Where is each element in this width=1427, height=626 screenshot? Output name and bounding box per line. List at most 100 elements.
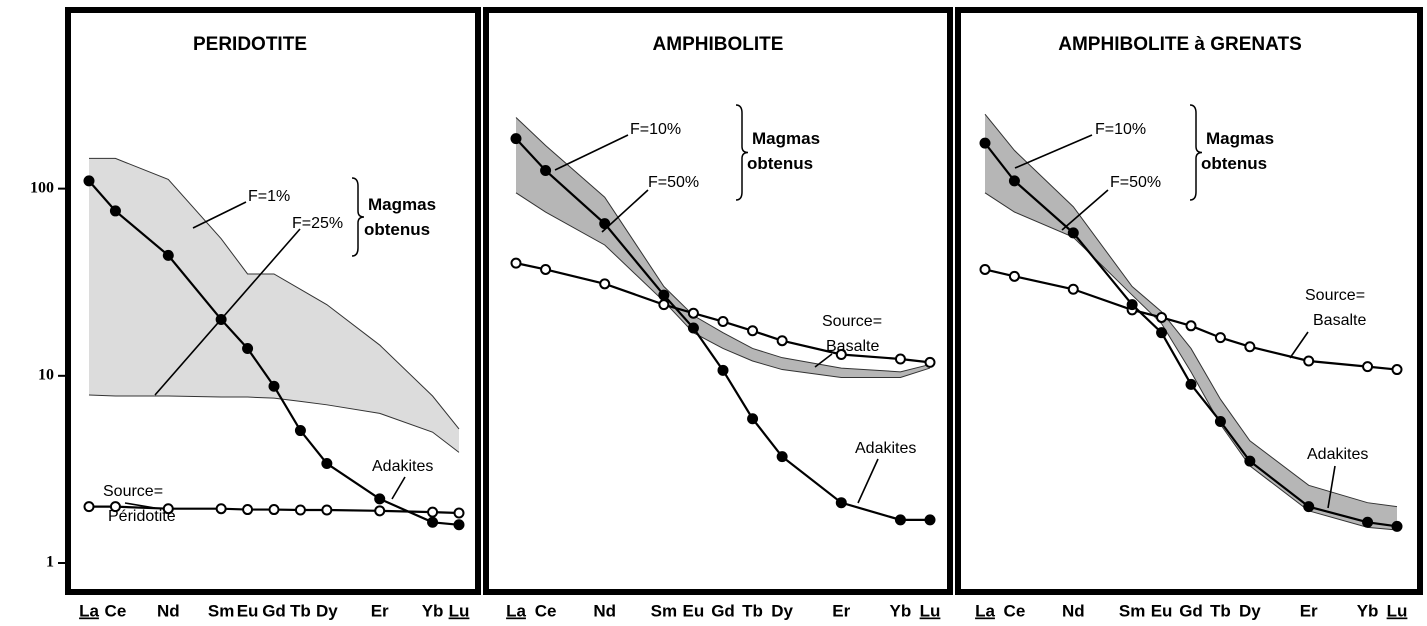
- data-point: [1214, 416, 1226, 428]
- x-tick-label: Nd: [593, 601, 616, 620]
- text-line: obtenus: [1201, 154, 1267, 173]
- leader-line: [554, 134, 629, 171]
- x-tick-label: Lu: [920, 601, 941, 620]
- x-tick-label: Er: [1300, 601, 1318, 620]
- y-tick-label: 1: [46, 554, 54, 571]
- y-tick-label: 10: [38, 366, 54, 383]
- data-point: [687, 322, 699, 334]
- data-point: [268, 380, 280, 392]
- data-point: [294, 504, 306, 516]
- x-tick-label: Nd: [1062, 601, 1085, 620]
- x-tick-label: Dy: [771, 601, 793, 620]
- data-point: [747, 325, 759, 337]
- data-point: [162, 249, 174, 261]
- band-edge-label: F=10%: [630, 121, 681, 138]
- data-point: [242, 504, 254, 516]
- x-tick-label: Er: [832, 601, 850, 620]
- x-tick-label: Sm: [1119, 601, 1145, 620]
- data-point: [717, 316, 729, 328]
- data-point: [835, 348, 847, 360]
- text-line: Source=: [822, 313, 886, 330]
- data-point: [83, 501, 95, 513]
- text-line: Basalte: [1313, 312, 1366, 329]
- band-area: [89, 158, 459, 453]
- x-tick-label: Eu: [237, 601, 259, 620]
- data-point: [1362, 516, 1374, 528]
- data-point: [268, 504, 280, 516]
- data-point: [1008, 175, 1020, 187]
- data-point: [894, 353, 906, 365]
- data-point: [1244, 455, 1256, 467]
- leader-line: [1014, 134, 1093, 169]
- data-point: [599, 218, 611, 230]
- x-tick-label: La: [79, 601, 99, 620]
- data-point: [979, 263, 991, 275]
- data-point: [453, 507, 465, 519]
- text-line: Péridotite: [108, 508, 176, 525]
- x-tick-label: Ce: [535, 601, 557, 620]
- x-tick-label: Eu: [1151, 601, 1173, 620]
- text-line: Source=: [1305, 287, 1369, 304]
- data-point: [109, 205, 121, 217]
- data-point: [162, 503, 174, 515]
- data-point: [1244, 341, 1256, 353]
- panel-title: AMPHIBOLITE à GRENATS: [1058, 34, 1302, 55]
- series-label: Source= Basalte: [1305, 287, 1369, 329]
- data-point: [1303, 355, 1315, 367]
- data-point: [1303, 501, 1315, 513]
- data-point: [717, 364, 729, 376]
- data-point: [510, 133, 522, 145]
- band-edge-label: F=1%: [248, 188, 290, 205]
- data-point: [453, 519, 465, 531]
- leader-line: [192, 201, 247, 229]
- band-edge-label: F=25%: [292, 215, 343, 232]
- data-point: [1185, 320, 1197, 332]
- data-point: [215, 503, 227, 515]
- data-point: [540, 164, 552, 176]
- data-point: [1126, 299, 1138, 311]
- x-tick-label: Ce: [1004, 601, 1026, 620]
- data-point: [1156, 311, 1168, 323]
- data-point: [510, 257, 522, 269]
- x-tick-label: Yb: [890, 601, 912, 620]
- panel-title: PERIDOTITE: [193, 34, 307, 55]
- text-line: Magmas: [368, 195, 441, 214]
- x-tick-label: Nd: [157, 601, 180, 620]
- data-point: [427, 506, 439, 518]
- data-point: [1214, 332, 1226, 344]
- data-point: [747, 413, 759, 425]
- band-label: Magmas obtenus: [364, 195, 441, 239]
- data-point: [979, 137, 991, 149]
- series-label: Adakites: [855, 440, 916, 457]
- data-point: [1067, 283, 1079, 295]
- data-point: [427, 516, 439, 528]
- band-edge: [89, 157, 460, 430]
- series-label: Source= Basalte: [822, 313, 886, 355]
- panel-title: AMPHIBOLITE: [653, 34, 784, 55]
- data-point: [374, 493, 386, 505]
- x-tick-label: Tb: [290, 601, 311, 620]
- data-point: [1156, 327, 1168, 339]
- data-point: [109, 501, 121, 513]
- data-point: [776, 451, 788, 463]
- x-tick-label: Dy: [1239, 601, 1261, 620]
- data-point: [1362, 361, 1374, 373]
- band-edge-label: F=50%: [648, 174, 699, 191]
- series-label: Adakites: [372, 458, 433, 475]
- x-tick-label: Lu: [1387, 601, 1408, 620]
- data-point: [242, 342, 254, 354]
- series-label: Adakites: [1307, 446, 1368, 463]
- leader-line: [601, 189, 649, 233]
- data-point: [835, 497, 847, 509]
- data-point: [83, 175, 95, 187]
- band-edge: [984, 113, 1398, 508]
- text-line: Magmas: [752, 129, 825, 148]
- band-edge: [515, 117, 931, 373]
- data-point: [374, 505, 386, 517]
- data-point: [894, 514, 906, 526]
- x-tick-label: Tb: [742, 601, 763, 620]
- data-point: [599, 278, 611, 290]
- data-point: [924, 514, 936, 526]
- x-tick-label: La: [975, 601, 995, 620]
